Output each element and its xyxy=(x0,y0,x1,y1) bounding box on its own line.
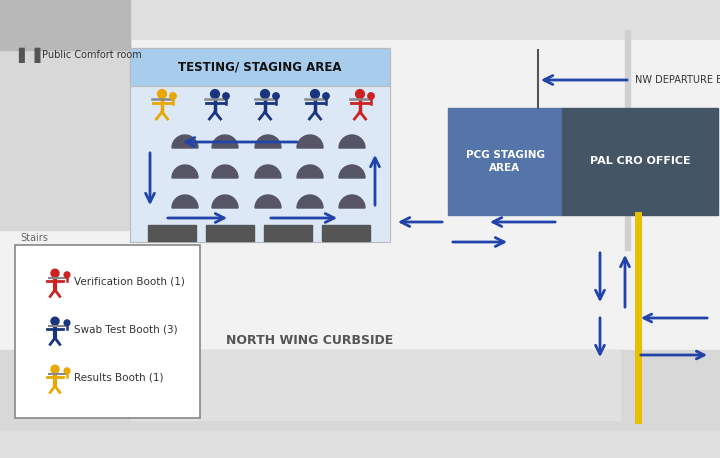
Circle shape xyxy=(51,365,59,373)
Bar xyxy=(0,40,130,230)
Bar xyxy=(264,225,312,241)
Circle shape xyxy=(222,93,229,99)
Bar xyxy=(206,225,254,241)
Circle shape xyxy=(51,269,59,277)
Circle shape xyxy=(310,90,320,98)
Bar xyxy=(130,350,620,420)
Polygon shape xyxy=(172,165,198,178)
Bar xyxy=(0,30,130,50)
Polygon shape xyxy=(172,135,198,148)
Bar xyxy=(448,108,562,215)
Circle shape xyxy=(51,317,59,325)
Bar xyxy=(625,30,630,250)
Circle shape xyxy=(323,93,329,99)
Text: TESTING/ STAGING AREA: TESTING/ STAGING AREA xyxy=(179,60,342,73)
Text: ▌ ▌: ▌ ▌ xyxy=(18,47,46,63)
Circle shape xyxy=(210,90,220,98)
Bar xyxy=(562,108,718,215)
Text: NORTH WING CURBSIDE: NORTH WING CURBSIDE xyxy=(226,333,394,347)
Circle shape xyxy=(170,93,176,99)
Circle shape xyxy=(64,368,70,374)
Text: Results Booth (1): Results Booth (1) xyxy=(74,372,163,382)
Text: PAL CRO OFFICE: PAL CRO OFFICE xyxy=(590,157,690,167)
Polygon shape xyxy=(255,195,281,208)
Text: NW DEPARTURE EXIT: NW DEPARTURE EXIT xyxy=(635,75,720,85)
Bar xyxy=(148,225,196,241)
Circle shape xyxy=(273,93,279,99)
Polygon shape xyxy=(339,195,365,208)
Bar xyxy=(0,40,720,390)
Polygon shape xyxy=(172,195,198,208)
Circle shape xyxy=(64,272,70,278)
Bar xyxy=(322,225,370,241)
Polygon shape xyxy=(339,135,365,148)
Polygon shape xyxy=(297,165,323,178)
Text: Swab Test Booth (3): Swab Test Booth (3) xyxy=(74,324,178,334)
Polygon shape xyxy=(212,165,238,178)
Polygon shape xyxy=(297,135,323,148)
Circle shape xyxy=(368,93,374,99)
Text: Public Comfort room: Public Comfort room xyxy=(42,50,142,60)
Polygon shape xyxy=(255,135,281,148)
Polygon shape xyxy=(339,165,365,178)
Circle shape xyxy=(356,90,364,98)
Polygon shape xyxy=(212,195,238,208)
Circle shape xyxy=(158,90,166,98)
Text: Stairs: Stairs xyxy=(20,233,48,243)
Polygon shape xyxy=(297,195,323,208)
Text: PCG STAGING
AREA: PCG STAGING AREA xyxy=(466,150,544,173)
Polygon shape xyxy=(255,165,281,178)
Text: Verification Booth (1): Verification Booth (1) xyxy=(74,276,185,286)
Bar xyxy=(15,245,200,418)
Bar xyxy=(0,0,130,50)
Bar xyxy=(0,350,720,430)
Circle shape xyxy=(261,90,269,98)
Polygon shape xyxy=(212,135,238,148)
Bar xyxy=(130,48,390,242)
Circle shape xyxy=(64,320,70,326)
Bar xyxy=(130,48,390,86)
